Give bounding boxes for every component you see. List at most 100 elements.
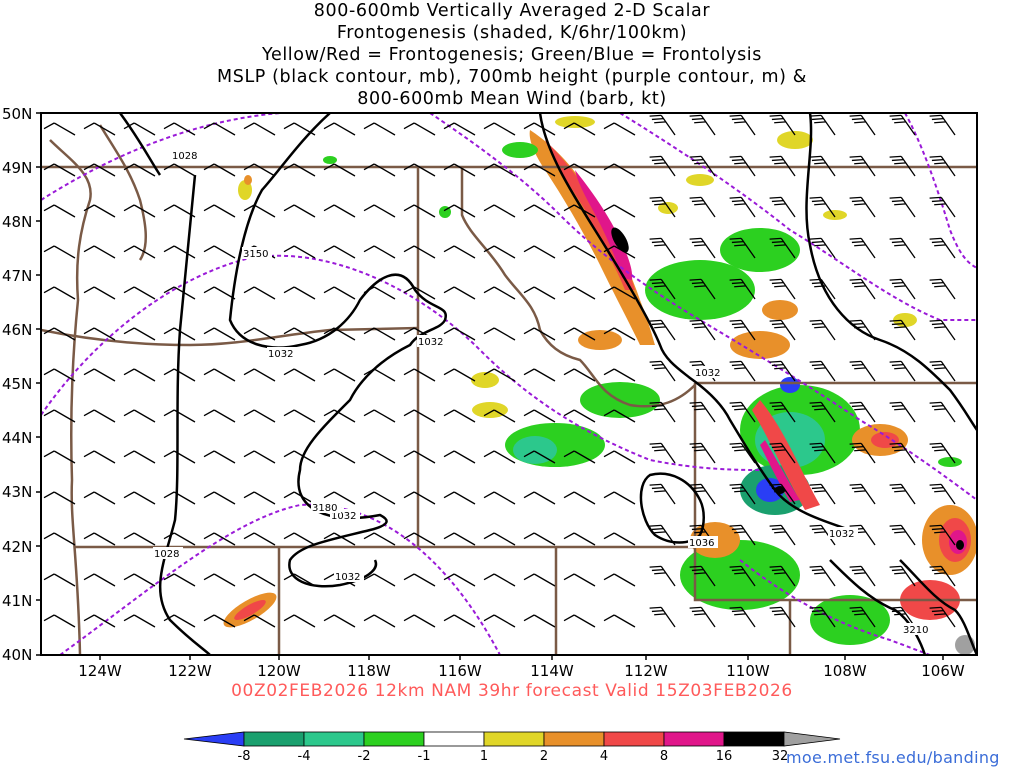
wind-barb — [889, 278, 916, 300]
wind-barb — [163, 409, 196, 423]
source-credit[interactable]: moe.met.fsu.edu/banding — [786, 748, 1000, 767]
wind-barb — [809, 114, 836, 136]
wind-barb — [363, 368, 396, 382]
mslp-label: 1032 — [418, 337, 443, 348]
wind-barb — [769, 360, 796, 382]
map-frame — [40, 112, 978, 656]
wind-barb — [43, 286, 76, 300]
washington-oregon-border — [41, 326, 419, 347]
wind-barb — [243, 573, 276, 587]
wind-barb — [283, 163, 316, 177]
lat-label: 41N — [2, 592, 32, 610]
wind-barb — [43, 368, 76, 382]
wind-barb — [163, 327, 196, 341]
wind-barb — [323, 409, 356, 423]
lat-label: 48N — [2, 213, 32, 231]
lat-label: 45N — [2, 375, 32, 393]
wind-barb — [243, 614, 276, 628]
wind-barb — [889, 319, 916, 341]
lon-label: 112W — [624, 662, 668, 680]
wind-barb — [403, 614, 436, 628]
wind-barb — [203, 286, 236, 300]
wind-barb — [523, 163, 556, 177]
wind-barb — [363, 204, 396, 218]
colorbar-segment — [543, 731, 605, 747]
wind-barb — [603, 163, 636, 177]
wind-barb — [603, 327, 636, 341]
frontogenesis-shading — [223, 116, 977, 655]
wind-barb — [849, 114, 876, 136]
wind-barb — [929, 114, 956, 136]
wind-barb — [43, 163, 76, 177]
wind-barb — [443, 532, 476, 546]
wind-barb — [403, 122, 436, 136]
mslp-label: 1032 — [829, 529, 854, 540]
wind-barb — [929, 401, 956, 423]
wind-barb — [689, 606, 716, 628]
frontolysis-patch — [513, 436, 557, 464]
wind-barb — [649, 155, 676, 177]
puget-sound — [98, 124, 148, 261]
wind-barb — [243, 286, 276, 300]
wind-barb — [603, 491, 636, 505]
frontogenesis-patch — [871, 432, 899, 448]
wind-barb — [603, 204, 636, 218]
wind-barb — [769, 565, 796, 587]
wind-barb — [649, 319, 676, 341]
wind-barb — [523, 286, 556, 300]
wind-barb — [83, 368, 116, 382]
wind-barb — [243, 450, 276, 464]
wind-barb — [849, 278, 876, 300]
wind-barb — [283, 327, 316, 341]
mslp-label: 1036 — [689, 538, 714, 549]
colorbar-label: -1 — [418, 749, 431, 764]
wind-barb — [603, 409, 636, 423]
wind-barb — [123, 614, 156, 628]
colorbar-segment — [783, 731, 841, 747]
wind-barb — [483, 245, 516, 259]
wind-barb — [849, 237, 876, 259]
wind-barb — [563, 409, 596, 423]
latitude-ticks — [36, 112, 41, 656]
wind-barb — [849, 401, 876, 423]
wind-barb — [729, 524, 756, 546]
wind-barb — [563, 368, 596, 382]
wind-barb — [483, 491, 516, 505]
wind-barb — [163, 286, 196, 300]
wind-barb — [689, 278, 716, 300]
wind-barb — [123, 532, 156, 546]
wind-barb — [323, 204, 356, 218]
wind-barb — [929, 606, 956, 628]
wind-barb — [689, 155, 716, 177]
longitude-ticks — [99, 655, 944, 660]
wind-barb — [889, 565, 916, 587]
lon-label: 122W — [168, 662, 212, 680]
idaho-montana-border — [460, 167, 696, 408]
wind-barb — [769, 442, 796, 464]
wind-barb — [363, 532, 396, 546]
wind-barb — [729, 319, 756, 341]
colorbar-segment — [483, 731, 545, 747]
wind-barb — [649, 114, 676, 136]
frontolysis-patch — [323, 156, 337, 164]
wind-barb — [43, 327, 76, 341]
wind-barb — [929, 155, 956, 177]
wind-barb — [483, 163, 516, 177]
wind-barb — [563, 204, 596, 218]
colorbar-label: 16 — [716, 749, 733, 764]
wind-barb — [83, 409, 116, 423]
wind-barb — [483, 573, 516, 587]
lat-label: 49N — [2, 159, 32, 177]
frontogenesis-max — [956, 540, 964, 550]
wind-barb — [603, 286, 636, 300]
lon-label: 110W — [726, 662, 770, 680]
wind-barb — [243, 368, 276, 382]
frontogenesis-patch — [234, 600, 266, 620]
wind-barb — [563, 327, 596, 341]
colorbar-labels: -8 -4 -2 -1 1 2 4 8 16 32 — [238, 749, 789, 764]
contour-labels: 1028 1032 1032 1032 1032 1032 1036 1032 … — [153, 149, 932, 636]
wind-barb — [123, 450, 156, 464]
wind-barb — [163, 532, 196, 546]
weak-frontogenesis-patch — [823, 210, 847, 220]
wind-barb — [483, 327, 516, 341]
